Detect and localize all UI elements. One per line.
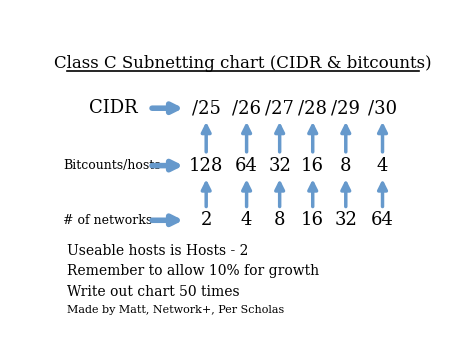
Text: CIDR: CIDR — [89, 99, 137, 117]
Text: 2: 2 — [201, 211, 212, 229]
Text: 16: 16 — [301, 157, 324, 175]
Text: /29: /29 — [331, 99, 360, 117]
Text: # of networks: # of networks — [63, 214, 152, 227]
Text: 16: 16 — [301, 211, 324, 229]
Text: /26: /26 — [232, 99, 261, 117]
Text: Write out chart 50 times: Write out chart 50 times — [66, 284, 239, 299]
Text: 8: 8 — [274, 211, 285, 229]
Text: 4: 4 — [241, 211, 252, 229]
Text: 64: 64 — [235, 157, 258, 175]
Text: Made by Matt, Network+, Per Scholas: Made by Matt, Network+, Per Scholas — [66, 305, 284, 315]
Text: 32: 32 — [334, 211, 357, 229]
Text: 64: 64 — [371, 211, 394, 229]
Text: Class C Subnetting chart (CIDR & bitcounts): Class C Subnetting chart (CIDR & bitcoun… — [54, 55, 432, 72]
Text: /27: /27 — [265, 99, 294, 117]
Text: Useable hosts is Hosts - 2: Useable hosts is Hosts - 2 — [66, 244, 248, 257]
Text: /28: /28 — [298, 99, 327, 117]
Text: 8: 8 — [340, 157, 352, 175]
Text: Bitcounts/hosts: Bitcounts/hosts — [63, 159, 161, 172]
Text: 4: 4 — [377, 157, 388, 175]
Text: /25: /25 — [192, 99, 220, 117]
Text: /30: /30 — [368, 99, 397, 117]
Text: 32: 32 — [268, 157, 291, 175]
Text: Remember to allow 10% for growth: Remember to allow 10% for growth — [66, 264, 319, 278]
Text: 128: 128 — [189, 157, 223, 175]
